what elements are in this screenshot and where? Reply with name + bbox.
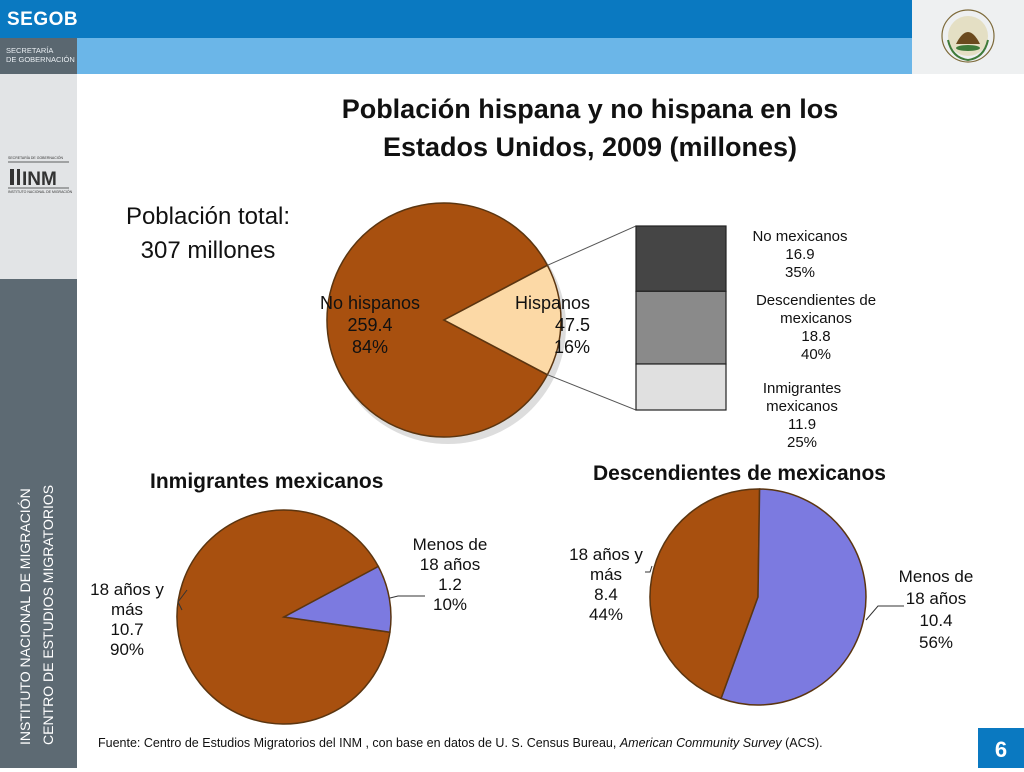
sidebar-logo-area: INM SECRETARÍA DE GOBERNACIÓN INSTITUTO … bbox=[0, 74, 77, 279]
source-note: Fuente: Centro de Estudios Migratorios d… bbox=[98, 736, 823, 750]
label-no-hispanos-percent: 84% bbox=[351, 337, 389, 357]
label-desc-minors-value: 10.4 bbox=[919, 611, 953, 630]
label-inm-minors: Menos de 18 años 1.2 10% bbox=[410, 535, 490, 615]
label-no-mexicanos-percent: 35% bbox=[784, 264, 816, 281]
label-no-hispanos-value: 259.4 bbox=[347, 315, 393, 335]
label-desc-minors: Menos de 18 años 10.4 56% bbox=[896, 566, 976, 654]
inm-subtitle-text: INSTITUTO NACIONAL DE MIGRACIÓN bbox=[8, 190, 73, 194]
label-desc-minors-percent: 56% bbox=[918, 633, 954, 652]
label-no-mexicanos: No mexicanos 16.9 35% bbox=[740, 228, 860, 282]
slice-no-hispanos bbox=[326, 202, 549, 438]
label-no-hispanos-name: No hispanos bbox=[319, 293, 421, 313]
total-population: Población total: 307 millones bbox=[98, 200, 318, 268]
national-crest bbox=[912, 0, 1024, 74]
connector-top bbox=[547, 225, 637, 266]
slice-inm-minors bbox=[281, 565, 392, 634]
label-hispanos-name: Hispanos bbox=[514, 293, 590, 313]
leader-desc-minors bbox=[865, 605, 904, 621]
slide-title: Población hispana y no hispana en los Es… bbox=[260, 90, 920, 166]
sidebar-panel bbox=[0, 279, 77, 768]
segment-no-mexicanos bbox=[635, 225, 727, 292]
label-inmigrantes-name: Inmigrantes mexicanos bbox=[762, 380, 842, 415]
slice-desc-minors bbox=[720, 488, 867, 706]
leader-desc-adults bbox=[645, 565, 653, 573]
inm-logo: INM bbox=[8, 161, 69, 190]
slice-desc-adults bbox=[649, 488, 761, 700]
label-desc-minors-name: Menos de 18 años bbox=[898, 567, 974, 608]
label-descendientes: Descendientes de mexicanos 18.8 40% bbox=[745, 292, 887, 364]
label-inm-adults: 18 años y más 10.7 90% bbox=[72, 580, 182, 660]
inm-logo-text: INM bbox=[22, 169, 57, 190]
source-suffix: (ACS). bbox=[781, 736, 823, 750]
label-inm-minors-percent: 10% bbox=[432, 595, 468, 614]
chart-title-inmigrantes: Inmigrantes mexicanos bbox=[150, 470, 384, 493]
segment-inmigrantes bbox=[635, 363, 727, 411]
label-inm-minors-name: Menos de 18 años bbox=[412, 535, 488, 574]
label-hispanos-percent: 16% bbox=[553, 337, 590, 357]
connector-bottom bbox=[547, 374, 637, 411]
label-no-hispanos: No hispanos 259.4 84% bbox=[300, 292, 440, 358]
total-population-line-1: Población total: bbox=[125, 203, 291, 230]
header-subbar bbox=[0, 38, 912, 74]
secretaria-label: SECRETARÍA DE GOBERNACIÓN bbox=[0, 38, 77, 74]
header-bar: SEGOB bbox=[0, 0, 912, 38]
crest-icon bbox=[941, 9, 995, 63]
leader-inm-minors bbox=[389, 595, 425, 599]
label-no-mexicanos-value: 16.9 bbox=[785, 246, 815, 263]
label-inm-adults-percent: 90% bbox=[109, 640, 145, 659]
label-descendientes-name: Descendientes de mexicanos bbox=[755, 292, 877, 327]
segment-descendientes bbox=[635, 290, 727, 365]
label-desc-adults-value: 8.4 bbox=[594, 585, 618, 604]
brand-logo: SEGOB bbox=[7, 9, 79, 30]
label-desc-adults-name: 18 años y más bbox=[569, 545, 643, 584]
label-inmigrantes-percent: 25% bbox=[786, 434, 818, 451]
label-inmigrantes: Inmigrantes mexicanos 11.9 25% bbox=[752, 380, 852, 452]
label-descendientes-value: 18.8 bbox=[801, 328, 831, 345]
label-inm-adults-name: 18 años y más bbox=[90, 580, 164, 619]
secretaria-line-1: SECRETARÍA bbox=[6, 46, 54, 55]
label-desc-adults-percent: 44% bbox=[588, 605, 624, 624]
slice-hispanos bbox=[442, 264, 562, 376]
label-no-mexicanos-name: No mexicanos bbox=[752, 228, 848, 245]
label-inm-minors-value: 1.2 bbox=[438, 575, 462, 594]
page-number: 6 bbox=[978, 728, 1024, 768]
inm-header-text: SECRETARÍA DE GOBERNACIÓN bbox=[8, 156, 63, 160]
leader-inm-adults bbox=[177, 589, 188, 611]
label-desc-adults: 18 años y más 8.4 44% bbox=[566, 545, 646, 625]
source-italic: American Community Survey bbox=[619, 736, 782, 750]
total-population-line-2: 307 millones bbox=[140, 237, 276, 264]
label-hispanos: Hispanos 47.5 16% bbox=[500, 292, 590, 358]
label-inm-adults-value: 10.7 bbox=[110, 620, 144, 639]
label-hispanos-value: 47.5 bbox=[554, 315, 590, 335]
chart-title-descendientes: Descendientes de mexicanos bbox=[593, 462, 886, 485]
secretaria-line-2: DE GOBERNACIÓN bbox=[6, 55, 75, 64]
slide-title-line-2: Estados Unidos, 2009 (millones) bbox=[382, 132, 798, 162]
label-descendientes-percent: 40% bbox=[800, 346, 832, 363]
label-inmigrantes-value: 11.9 bbox=[787, 416, 817, 433]
slide-title-line-1: Población hispana y no hispana en los bbox=[341, 94, 839, 124]
source-prefix: Fuente: Centro de Estudios Migratorios d… bbox=[98, 736, 620, 750]
